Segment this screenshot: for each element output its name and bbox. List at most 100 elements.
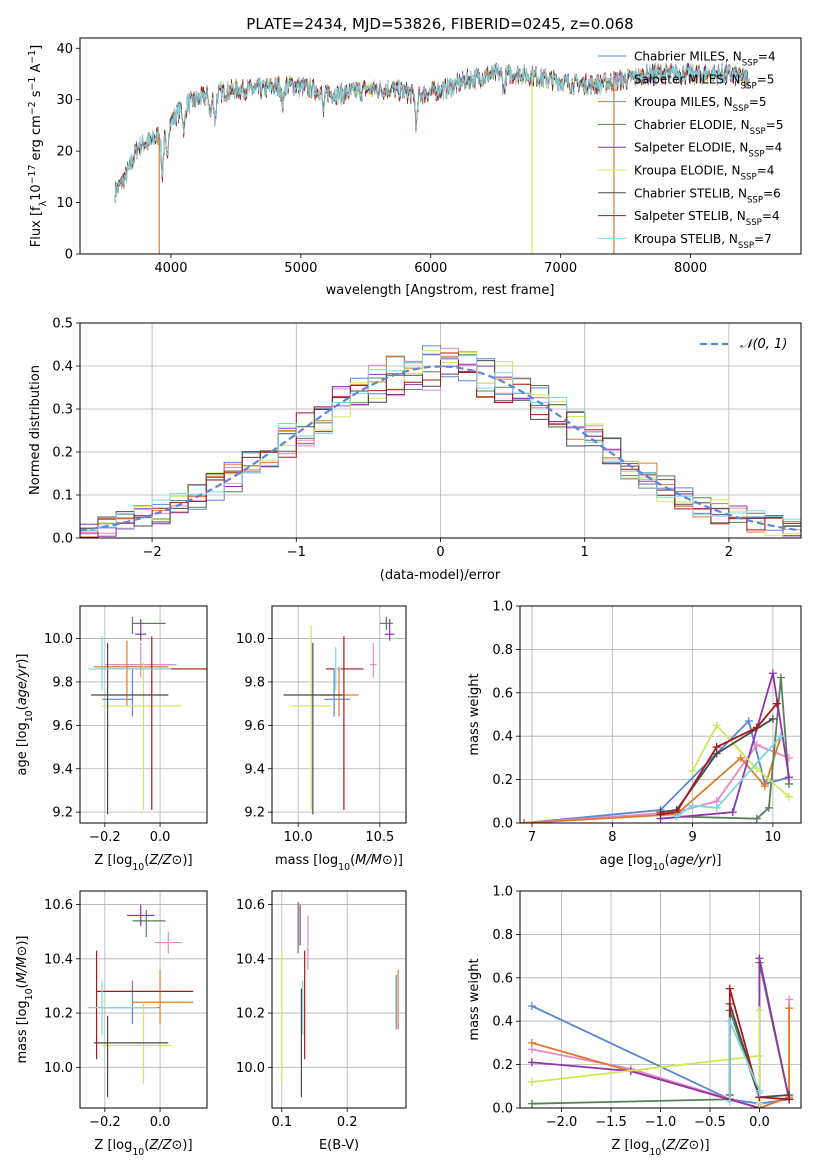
weight_vs_age-line-kroupa_elodie	[691, 723, 790, 798]
spectrum-ytick-label: 20	[56, 145, 73, 160]
mass_vs_Z-ytick-label: 10.4	[44, 952, 73, 967]
weight_vs_age-marker-kroupa_elodie	[712, 721, 721, 730]
spectrum-frame	[79, 37, 802, 255]
weight_vs_age-xlabel: age [log10(age/yr)]	[599, 853, 721, 873]
spectrum-ytick-label: 30	[56, 93, 73, 108]
weight_vs_Z-line-kroupa_stelib	[728, 1020, 761, 1102]
age_vs_Z-xlabel: Z [log10(Z/Z⊙)]	[94, 853, 192, 873]
residuals-ytick-label: 0.5	[52, 317, 73, 332]
weight_vs_age-plot	[520, 669, 793, 823]
weight_vs_Z-axes: −2.0 −1.5 −1.0 −0.5 0.0 0.0 0.2 0.4 0.6 0.8 1.0	[492, 885, 802, 1130]
weight_vs_age-marker-kroupa_stelib	[688, 801, 697, 810]
mass_vs_Z-xlabel: Z [log10(Z/Z⊙)]	[94, 1138, 192, 1158]
mass_vs_ebv-ytick-label: 10.4	[236, 952, 265, 967]
residuals-xtick-label: 1	[581, 545, 589, 560]
weight_vs_age-marker-chabrier_elodie	[776, 673, 785, 682]
weight_vs_age-marker-kroupa_miles	[736, 753, 745, 762]
residuals-ytick-label: 0.3	[52, 403, 73, 418]
weight_vs_Z-marker-kroupa_stelib	[725, 1017, 734, 1026]
legend-label-kroupa_miles: Kroupa MILES, NSSP=5	[634, 95, 767, 114]
weight_vs_Z-marker-salpeter_stelib	[785, 1095, 794, 1104]
spectrum-xlabel: wavelength [Angstrom, rest frame]	[326, 283, 555, 298]
age_vs_Z-axes: −0.2 0.0 9.2 9.4 9.6 9.8 10.0	[44, 605, 208, 845]
legend-label-kroupa_stelib: Kroupa STELIB, NSSP=7	[634, 232, 772, 251]
weight_vs_age-ytick-label: 0.6	[492, 686, 513, 701]
weight_vs_Z-line-kroupa_elodie	[531, 1010, 761, 1104]
spectrum-model-kroupa_stelib	[114, 62, 750, 201]
residuals-xlabel: (data-model)/error	[380, 568, 501, 583]
weight_vs_age-line-chabrier_stelib	[660, 718, 774, 813]
weight_vs_Z-marker-kroupa_miles	[785, 1004, 794, 1013]
weight_vs_age-marker-chabrier_elodie	[764, 803, 773, 812]
residuals-ytick-label: 0.2	[52, 446, 73, 461]
weight_vs_Z-marker-kroupa_stelib	[725, 1097, 734, 1106]
age_vs_Z-ytick-label: 9.4	[52, 762, 73, 777]
spectrum-xtick-label: 5000	[284, 261, 317, 276]
age_vs_mass-xtick-label: 10.0	[284, 830, 313, 845]
legend-label-chabrier_elodie: Chabrier ELODIE, NSSP=5	[634, 118, 783, 137]
weight_vs_age-marker-salpeter_stelib	[772, 699, 781, 708]
age_vs_mass-ytick-label: 9.6	[244, 719, 265, 734]
residuals-plot	[80, 345, 801, 538]
mass_vs_Z-xtick-label: −0.2	[89, 1115, 121, 1130]
weight_vs_age-ytick-label: 0.0	[492, 817, 513, 832]
spectrum-ytick-label: 10	[56, 196, 73, 211]
residuals-xtick-label: −1	[287, 545, 306, 560]
weight_vs_Z-xtick-label: −1.0	[645, 1115, 677, 1130]
weight_vs_age-marker-salpeter_elodie	[768, 669, 777, 678]
weight_vs_Z-ylabel: mass weight	[467, 958, 482, 1040]
weight_vs_Z-ytick-label: 0.6	[492, 971, 513, 986]
weight_vs_age-marker-kroupa_miles	[760, 782, 769, 791]
mass_vs_ebv-ytick-label: 10.0	[236, 1061, 265, 1076]
weight_vs_Z-xtick-label: 0.0	[749, 1115, 770, 1130]
weight_vs_age-ytick-label: 0.4	[492, 730, 513, 745]
weight_vs_age-marker-salpeter_miles	[752, 740, 761, 749]
mass_vs_ebv-xtick-label: 0.2	[337, 1115, 358, 1130]
residuals-xtick-label: −2	[143, 545, 162, 560]
mass_vs_ebv-ytick-label: 10.2	[236, 1007, 265, 1022]
weight_vs_Z-ytick-label: 1.0	[492, 885, 513, 900]
legend-normal-label: 𝒩(0, 1)	[740, 337, 787, 352]
age_vs_mass-ytick-label: 9.2	[244, 806, 265, 821]
weight_vs_age-marker-salpeter_elodie	[728, 808, 737, 817]
weight_vs_age-marker-kroupa_miles	[520, 819, 529, 823]
weight_vs_Z-ytick-label: 0.4	[492, 1015, 513, 1030]
age_vs_mass-frame	[271, 605, 407, 824]
weight_vs_age-xtick-label: 7	[528, 830, 536, 845]
spectrum-axes: 4000 5000 6000 7000 8000 0 10 20 30 40 Chabrier MI…	[56, 37, 802, 276]
weight_vs_Z-ytick-label: 0.2	[492, 1058, 513, 1073]
age_vs_Z-xtick-label: −0.2	[89, 830, 121, 845]
weight_vs_Z-frame	[519, 890, 802, 1109]
spectrum-xtick-label: 4000	[154, 261, 187, 276]
legend-label-salpeter_stelib: Salpeter STELIB, NSSP=4	[634, 209, 780, 228]
legend-label-kroupa_elodie: Kroupa ELODIE, NSSP=4	[634, 164, 774, 183]
legend-label-salpeter_elodie: Salpeter ELODIE, NSSP=4	[634, 141, 782, 160]
legend-label-chabrier_stelib: Chabrier STELIB, NSSP=6	[634, 186, 781, 205]
spectrum-ylabel: Flux [fλ10−17 erg cm−2 s−1 A−1]	[27, 45, 49, 247]
age_vs_mass-ytick-label: 9.4	[244, 762, 265, 777]
mass_vs_ebv-xtick-label: 0.1	[271, 1115, 292, 1130]
weight_vs_Z-marker-salpeter_stelib	[725, 984, 734, 993]
weight_vs_Z-marker-salpeter_elodie	[755, 954, 764, 963]
weight_vs_Z-marker-salpeter_miles	[785, 995, 794, 1004]
spectrum-xtick-label: 6000	[414, 261, 447, 276]
weight_vs_age-marker-chabrier_miles	[744, 717, 753, 726]
weight_vs_age-ytick-label: 0.8	[492, 643, 513, 658]
residuals-ytick-label: 0.1	[52, 489, 73, 504]
weight_vs_age-marker-kroupa_stelib	[712, 803, 721, 812]
weight_vs_Z-line-kroupa_miles	[531, 1008, 790, 1108]
weight_vs_age-marker-kroupa_elodie	[784, 792, 793, 801]
weight_vs_age-xtick-label: 8	[608, 830, 616, 845]
mass_vs_ebv-axes: 0.1 0.2 10.0 10.2 10.4 10.6	[236, 890, 407, 1130]
weight_vs_Z-xlabel: Z [log10(Z/Z⊙)]	[611, 1138, 709, 1158]
spectrum-xtick-label: 8000	[674, 261, 707, 276]
weight_vs_Z-plot	[527, 954, 794, 1108]
age_vs_mass-ytick-label: 9.8	[244, 675, 265, 690]
weight_vs_Z-marker-kroupa_stelib	[755, 1088, 764, 1097]
mass_vs_ebv-frame	[271, 890, 407, 1109]
weight_vs_age-marker-kroupa_elodie	[688, 766, 697, 775]
weight_vs_age-marker-chabrier_elodie	[752, 814, 761, 823]
weight_vs_Z-marker-chabrier_miles	[527, 1002, 536, 1011]
weight_vs_Z-ytick-label: 0.0	[492, 1102, 513, 1117]
